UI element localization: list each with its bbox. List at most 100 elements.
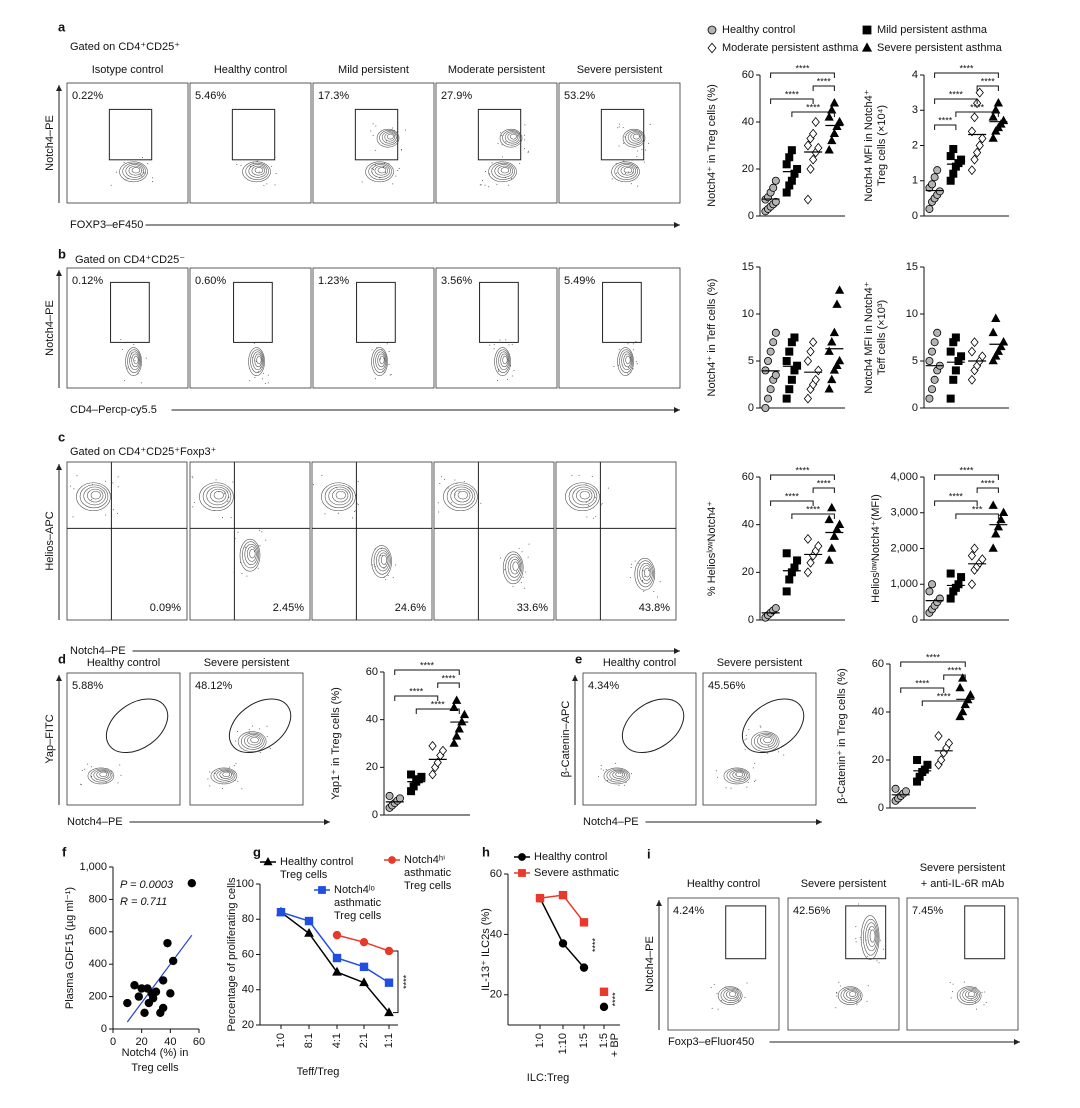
- legend-marker: [862, 25, 872, 35]
- data-point: [928, 347, 937, 356]
- contour: [90, 768, 113, 783]
- event-dot: [516, 579, 518, 581]
- contour: [244, 734, 263, 748]
- data-point: [166, 989, 175, 998]
- event-dot: [860, 939, 862, 941]
- sig-bracket: [976, 85, 999, 91]
- event-dot: [192, 506, 194, 508]
- data-point: [276, 908, 286, 917]
- data-point: [824, 384, 834, 393]
- event-dot: [758, 735, 760, 737]
- event-dot: [385, 579, 387, 581]
- data-point: [829, 128, 840, 138]
- contour: [639, 562, 653, 584]
- panel-letter: e: [575, 651, 582, 666]
- event-dot: [717, 1008, 719, 1010]
- data-point: [803, 140, 813, 151]
- event-dot: [600, 504, 602, 506]
- flow-title: Healthy control: [214, 64, 287, 76]
- data-point: [407, 770, 416, 779]
- event-dot: [882, 948, 884, 950]
- gate: [231, 108, 276, 161]
- y-tick-label: 1,000: [79, 861, 107, 873]
- event-dot: [258, 171, 260, 173]
- event-dot: [949, 981, 951, 983]
- event-dot: [450, 502, 452, 504]
- event-dot: [524, 148, 526, 150]
- data-point: [384, 978, 394, 987]
- flow-plot-frame: [435, 267, 558, 389]
- contour: [381, 131, 397, 144]
- data-point: [790, 333, 799, 342]
- event-dot: [858, 903, 860, 905]
- event-dot: [963, 981, 965, 983]
- event-dot: [633, 349, 635, 351]
- event-dot: [746, 738, 748, 740]
- contour: [843, 988, 860, 1001]
- event-dot: [504, 177, 506, 179]
- event-dot: [228, 781, 230, 783]
- data-point: [558, 890, 568, 900]
- gate-percent: 0.22%: [72, 90, 103, 102]
- flow-x-label: FOXP3–eF450: [70, 219, 143, 231]
- event-dot: [627, 171, 629, 173]
- event-dot: [107, 768, 109, 770]
- event-dot: [193, 502, 195, 504]
- event-dot: [595, 515, 597, 517]
- event-dot: [620, 773, 622, 775]
- event-dot: [497, 379, 499, 381]
- event-dot: [222, 517, 224, 519]
- gate-percent: 27.9%: [441, 90, 472, 102]
- flow-title: Moderate persistent: [448, 64, 545, 76]
- event-dot: [725, 986, 727, 988]
- event-dot: [252, 161, 254, 163]
- contour: [93, 769, 111, 781]
- data-point: [809, 128, 818, 139]
- contour: [446, 484, 476, 509]
- sig-label: ****: [970, 102, 985, 112]
- event-dot: [713, 983, 715, 985]
- event-dot: [975, 1002, 977, 1004]
- event-dot: [520, 581, 522, 583]
- event-dot: [397, 169, 399, 171]
- event-dot: [519, 569, 521, 571]
- event-dot: [274, 157, 276, 159]
- event-dot: [105, 514, 107, 516]
- data-point: [769, 183, 778, 192]
- event-dot: [623, 784, 625, 786]
- event-dot: [117, 486, 119, 488]
- event-dot: [337, 512, 339, 514]
- contour: [222, 771, 231, 777]
- flow-y-label: Helios–APC: [44, 511, 56, 570]
- y-tick-label: 60: [742, 69, 754, 81]
- legend-label: Treg cells: [404, 880, 452, 892]
- y-tick-label: 400: [89, 958, 107, 970]
- contour: [496, 349, 511, 373]
- data-point: [970, 154, 979, 165]
- panel-letter: b: [58, 246, 66, 261]
- data-point: [834, 285, 845, 294]
- event-dot: [488, 186, 490, 188]
- data-point: [771, 371, 780, 380]
- event-dot: [735, 773, 737, 775]
- contour: [510, 558, 520, 575]
- event-dot: [382, 370, 384, 372]
- event-dot: [519, 135, 521, 137]
- panel-letter: a: [58, 19, 66, 34]
- gate: [228, 698, 292, 754]
- event-dot: [228, 766, 230, 768]
- event-dot: [480, 184, 482, 186]
- sig-label: ****: [915, 678, 930, 688]
- event-dot: [228, 496, 230, 498]
- contour: [491, 162, 515, 180]
- event-dot: [218, 491, 220, 493]
- data-point: [965, 690, 976, 699]
- event-dot: [479, 184, 481, 186]
- event-dot: [230, 516, 232, 518]
- data-point: [599, 987, 609, 996]
- contour: [216, 769, 234, 781]
- event-dot: [191, 475, 193, 477]
- contour: [614, 162, 638, 180]
- data-point: [991, 105, 1001, 114]
- data-point: [558, 939, 568, 948]
